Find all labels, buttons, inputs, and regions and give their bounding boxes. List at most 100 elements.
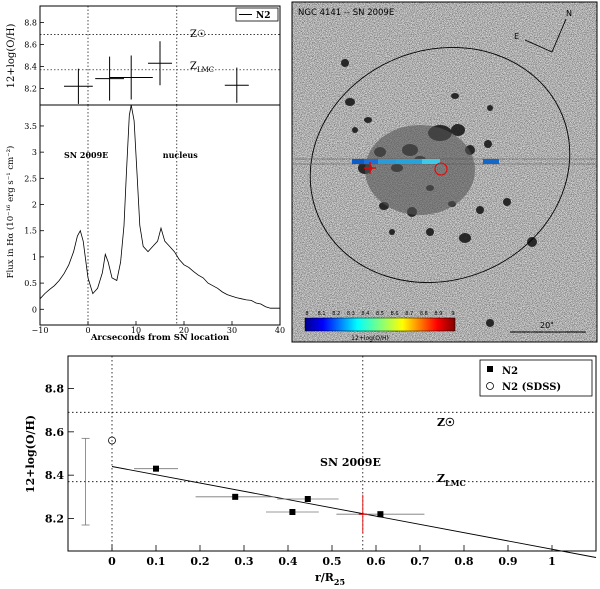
gradient-plot-xlabel: r/R25 xyxy=(315,571,345,587)
halpha-profile-ytick-label: 1.5 xyxy=(24,227,37,236)
gradient-plot-xtick-label: 0.9 xyxy=(498,555,517,568)
colorbar-tick-label: 8.7 xyxy=(405,311,413,317)
gradient-plot-ytick-label: 8.2 xyxy=(45,513,64,526)
colorbar-tick-label: 8.5 xyxy=(376,311,384,317)
abundance-strip-ytick-label: 8.2 xyxy=(24,85,37,94)
gradient-plot-legend: N2 N2 (SDSS) xyxy=(479,359,593,397)
colorbar-tick-label: 9 xyxy=(451,311,454,317)
gradient-plot-zlmc-label: ZLMC xyxy=(437,472,466,488)
legend-n2-marker xyxy=(487,366,493,372)
gradient-plot-ytick-label: 8.6 xyxy=(45,426,64,439)
halpha-profile-xlabel: Arcseconds from SN location xyxy=(90,333,229,343)
gradient-plot-points xyxy=(81,436,425,534)
legend-sdss-marker xyxy=(486,382,494,390)
galaxy-r25-ellipse xyxy=(309,47,571,283)
gradient-plot-xtick-label: 0 xyxy=(108,555,116,568)
halpha-profile-ylabel: Flux in Hα (10⁻¹⁶ erg s⁻¹ cm⁻²) xyxy=(5,146,16,279)
halpha-profile-xtick-label: 20 xyxy=(179,326,189,335)
legend-n2-label: N2 xyxy=(502,366,518,377)
sn-position-marker xyxy=(364,162,376,174)
halpha-profile-xticks: −10 0 10 20 30 40 xyxy=(32,321,285,335)
colorbar-tick-label: 8.1 xyxy=(318,311,326,317)
halpha-profile-ytick-label: 2.5 xyxy=(24,174,37,183)
gradient-plot-xtick-label: 0.3 xyxy=(234,555,253,568)
halpha-profile-ytick-label: 0 xyxy=(32,305,37,314)
colorbar: 8 8.1 8.2 8.3 8.4 8.5 8.6 8.7 8.8 8.9 9 12+log(O/H… xyxy=(304,311,456,342)
scale-bar: 20" xyxy=(510,321,586,333)
halpha-profile-markers: SN 2009E nucleus xyxy=(64,105,198,325)
gradient-plot-xtick-label: 0.4 xyxy=(278,555,297,568)
gradient-plot-reference-lines xyxy=(68,356,596,551)
abundance-strip-legend-label: N2 xyxy=(256,11,271,21)
gradient-plot-xtick-label: 0.5 xyxy=(322,555,341,568)
compass-north-label: N xyxy=(566,9,572,18)
gradient-plot-xlabel-sub: 25 xyxy=(334,577,345,587)
abundance-strip-ytick-label: 8.4 xyxy=(24,63,37,72)
scale-bar-label: 20" xyxy=(540,321,554,330)
nucleus-marker xyxy=(434,162,448,176)
abundance-strip-legend: N2 xyxy=(235,7,279,22)
gradient-plot-zlmc-sub: LMC xyxy=(445,478,466,488)
halpha-profile-line xyxy=(39,104,280,309)
halpha-profile-yticks: 3.5 3 2.5 2 1.5 1 0.5 0 xyxy=(24,122,44,314)
compass-east-label: E xyxy=(514,32,519,41)
gradient-plot-xticks: 0 0.1 0.2 0.3 0.4 0.5 0.6 0.7 0.8 0.9 1 xyxy=(108,545,556,568)
halpha-profile-ytick-label: 2 xyxy=(32,201,37,210)
halpha-profile-ytick-label: 1 xyxy=(32,253,37,262)
n2-point xyxy=(377,511,384,518)
slit-abundance-segments xyxy=(352,159,499,164)
halpha-profile-xtick-label: 10 xyxy=(131,326,141,335)
colorbar-tick-label: 8.9 xyxy=(434,311,442,317)
gradient-plot-ytick-label: 8.8 xyxy=(45,383,64,396)
abundance-strip-points xyxy=(64,41,249,104)
colorbar-tick-label: 8.2 xyxy=(332,311,340,317)
n2-point xyxy=(289,509,296,515)
legend-sdss-label: N2 (SDSS) xyxy=(502,382,561,393)
halpha-profile-panel: Flux in Hα (10⁻¹⁶ erg s⁻¹ cm⁻²) Arcsecon… xyxy=(5,104,285,343)
galaxy-image-panel: NGC 4141 -- SN 2009E N E 20" 8 8.1 8.2 8.3 8… xyxy=(291,1,598,343)
gradient-plot-xtick-label: 0.7 xyxy=(410,555,429,568)
halpha-profile-marker-label: SN 2009E xyxy=(64,150,108,160)
gradient-plot-zsun-label: Z☉ xyxy=(437,416,455,429)
colorbar-label: 12+log(O/H) xyxy=(351,335,389,342)
gradient-plot-sn-label: SN 2009E xyxy=(320,456,381,469)
halpha-profile-ytick-label: 3 xyxy=(32,148,37,157)
gradient-plot-yticks: 8.8 8.6 8.4 8.2 xyxy=(45,383,74,526)
abundance-strip-ytick-label: 8.6 xyxy=(24,41,37,50)
n2-point xyxy=(232,493,239,500)
gradient-plot-ylabel: 12+log(O/H) xyxy=(24,415,37,493)
gradient-plot-panel: 12+log(O/H) r/R25 8.8 8.6 8.4 8.2 0 0.1 0.2 0.… xyxy=(24,355,597,587)
gradient-plot-xtick-label: 0.8 xyxy=(454,555,473,568)
colorbar-gradient xyxy=(304,317,456,332)
gradient-plot-ytick-label: 8.4 xyxy=(45,469,64,482)
halpha-profile-ytick-label: 3.5 xyxy=(24,122,37,131)
galaxy-image-title: NGC 4141 -- SN 2009E xyxy=(298,8,394,18)
abundance-strip-panel: 12+log(O/H) 8.8 8.6 8.4 8.2 N2 Z☉ ZLMC xyxy=(6,5,281,106)
abundance-strip-ylabel: 12+log(O/H) xyxy=(6,24,17,89)
abundance-strip-zlmc-label: ZLMC xyxy=(190,61,214,74)
galaxy-blobs xyxy=(341,59,537,327)
gradient-plot-xtick-label: 0.1 xyxy=(146,555,165,568)
halpha-profile-xtick-label: 30 xyxy=(227,326,237,335)
abundance-strip-yticks: 8.8 8.6 8.4 8.2 xyxy=(24,19,44,94)
abundance-strip-zlmc-sub: LMC xyxy=(197,66,214,74)
gradient-plot-xtick-label: 0.6 xyxy=(366,555,385,568)
colorbar-tick-label: 8.3 xyxy=(347,311,355,317)
halpha-profile-xtick-label: 0 xyxy=(85,326,90,335)
gradient-plot-xtick-label: 0.2 xyxy=(190,555,209,568)
abundance-strip-zsun-label: Z☉ xyxy=(190,29,206,40)
abundance-strip-ytick-label: 8.8 xyxy=(24,19,37,28)
gradient-plot-xtick-label: 1 xyxy=(548,555,556,568)
halpha-profile-xtick-label: −10 xyxy=(32,326,49,335)
gradient-fit-line xyxy=(111,466,597,558)
colorbar-tick-labels: 8 8.1 8.2 8.3 8.4 8.5 8.6 8.7 8.8 8.9 9 xyxy=(305,311,454,317)
sdss-point xyxy=(108,436,116,445)
colorbar-tick-label: 8.6 xyxy=(391,311,399,317)
n2-point xyxy=(153,465,159,472)
halpha-profile-xtick-label: 40 xyxy=(275,326,285,335)
colorbar-tick-label: 8.4 xyxy=(361,311,369,317)
compass: N E xyxy=(514,9,572,53)
halpha-profile-ytick-label: 0.5 xyxy=(24,279,37,288)
colorbar-tick-label: 8.8 xyxy=(420,311,428,317)
